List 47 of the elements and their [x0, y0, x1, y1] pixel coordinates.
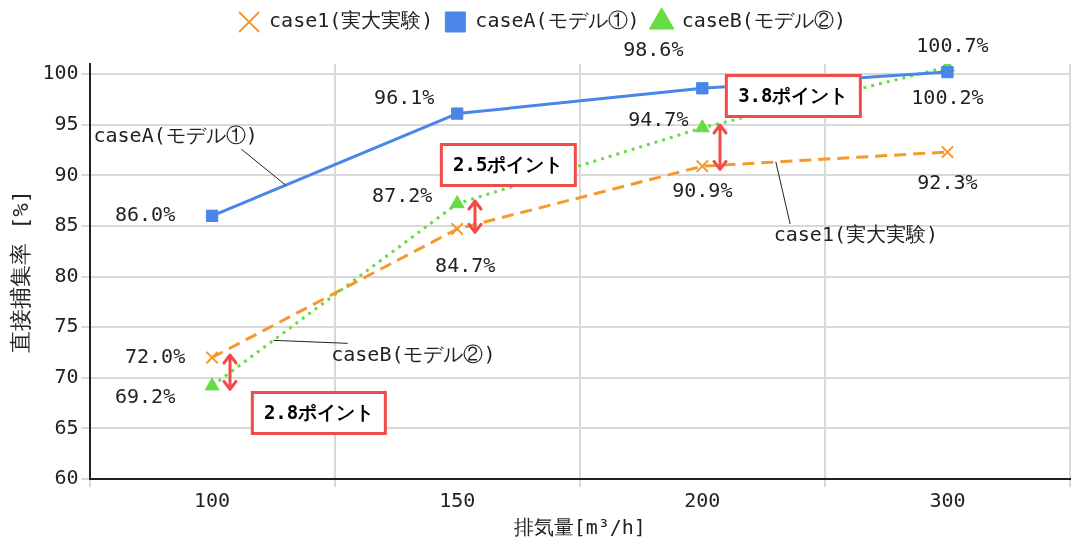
point	[940, 145, 955, 159]
text: case1(実大実験)	[773, 222, 939, 247]
legend-label: caseA(モデル①)	[475, 8, 640, 33]
point	[696, 82, 709, 95]
annotation: 2.5ポイント	[440, 143, 577, 188]
data-label: 94.7%	[628, 106, 689, 131]
legend-label: case1(実大実験)	[269, 8, 434, 33]
y-axis-title: 直接捕集率 [%]	[7, 190, 33, 353]
y-tick-label: 65	[54, 414, 79, 439]
x-axis-title: 排気量[m³/h]	[513, 515, 646, 540]
data-label: 98.6%	[623, 37, 684, 62]
point	[450, 222, 464, 236]
x-tick-label: 100	[194, 488, 231, 513]
point	[205, 350, 219, 365]
y-tick-label: 80	[54, 262, 79, 287]
data-label: 92.3%	[917, 170, 978, 195]
y-tick-label: 70	[54, 363, 79, 388]
y-tick-label: 75	[54, 313, 79, 338]
point	[694, 119, 710, 133]
point	[695, 159, 709, 173]
legend-label: caseB(モデル②)	[681, 8, 846, 33]
data-label: 69.2%	[114, 384, 176, 409]
text: caseB(モデル②)	[331, 341, 496, 366]
data-label: 84.7%	[435, 253, 496, 278]
y-tick-label: 95	[54, 110, 79, 135]
point	[204, 377, 220, 391]
data-label: 72.0%	[124, 343, 186, 368]
x-tick-label: 300	[929, 488, 966, 513]
data-label: 100.7%	[916, 33, 989, 58]
data-label: 87.2%	[372, 182, 433, 207]
y-tick-label: 100	[42, 60, 79, 85]
point	[941, 65, 954, 79]
annotation: 2.8ポイント	[250, 390, 388, 435]
x-tick-label: 150	[439, 488, 476, 513]
data-label: 96.1%	[374, 84, 435, 109]
y-tick-label: 60	[54, 465, 79, 490]
data-label: 100.2%	[911, 85, 984, 110]
annotation: 3.8ポイント	[725, 74, 862, 118]
point	[205, 209, 219, 222]
point	[449, 195, 465, 209]
y-tick-label: 85	[54, 212, 79, 237]
data-label: 90.9%	[672, 178, 733, 203]
text: caseA(モデル①)	[93, 123, 258, 148]
point	[451, 107, 464, 120]
data-label: 86.0%	[114, 202, 176, 227]
y-tick-label: 90	[54, 161, 79, 186]
x-tick-label: 200	[684, 488, 721, 513]
